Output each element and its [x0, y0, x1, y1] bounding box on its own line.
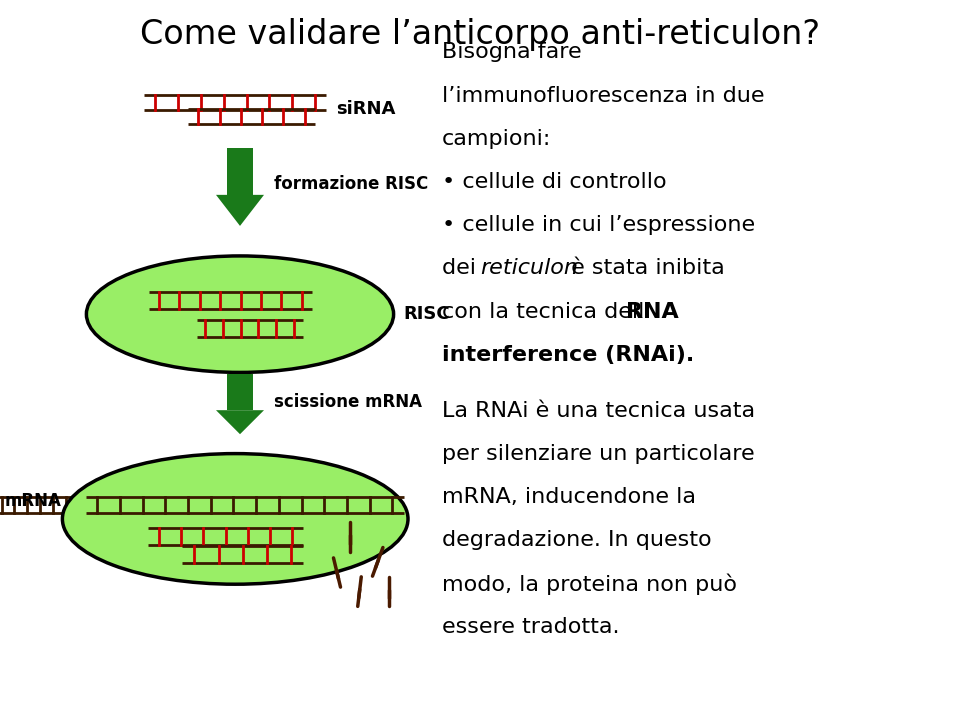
Polygon shape — [227, 148, 253, 195]
Text: Come validare l’anticorpo anti-reticulon?: Come validare l’anticorpo anti-reticulon… — [140, 18, 820, 51]
Text: per silenziare un particolare: per silenziare un particolare — [442, 444, 755, 464]
Text: Bisogna fare: Bisogna fare — [442, 42, 581, 62]
Text: scissione mRNA: scissione mRNA — [274, 393, 421, 412]
Text: l’immunofluorescenza in due: l’immunofluorescenza in due — [442, 85, 764, 106]
Text: • cellule di controllo: • cellule di controllo — [442, 172, 666, 192]
Ellipse shape — [62, 454, 408, 585]
Text: con la tecnica dell’: con la tecnica dell’ — [442, 301, 651, 322]
Text: RNA: RNA — [626, 301, 679, 322]
Text: modo, la proteina non può: modo, la proteina non può — [442, 573, 736, 595]
Text: siRNA: siRNA — [336, 100, 396, 119]
Polygon shape — [216, 195, 264, 226]
Text: interference (RNAi).: interference (RNAi). — [442, 345, 694, 365]
Text: mRNA: mRNA — [5, 492, 61, 510]
Text: dei: dei — [442, 258, 483, 278]
Text: formazione RISC: formazione RISC — [274, 174, 428, 193]
Text: reticulon: reticulon — [480, 258, 578, 278]
Polygon shape — [227, 374, 253, 410]
Ellipse shape — [86, 256, 394, 372]
Text: campioni:: campioni: — [442, 128, 551, 149]
Text: La RNAi è una tecnica usata: La RNAi è una tecnica usata — [442, 401, 755, 421]
Text: RISC: RISC — [403, 305, 450, 323]
Text: mRNA, inducendone la: mRNA, inducendone la — [442, 487, 696, 507]
Text: degradazione. In questo: degradazione. In questo — [442, 530, 711, 551]
Text: è stata inibita: è stata inibita — [564, 258, 724, 278]
Polygon shape — [216, 410, 264, 434]
Text: • cellule in cui l’espressione: • cellule in cui l’espressione — [442, 215, 755, 235]
Text: essere tradotta.: essere tradotta. — [442, 617, 619, 637]
